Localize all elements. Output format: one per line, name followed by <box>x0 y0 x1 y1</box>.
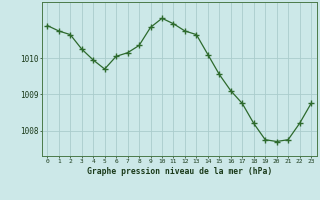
X-axis label: Graphe pression niveau de la mer (hPa): Graphe pression niveau de la mer (hPa) <box>87 167 272 176</box>
